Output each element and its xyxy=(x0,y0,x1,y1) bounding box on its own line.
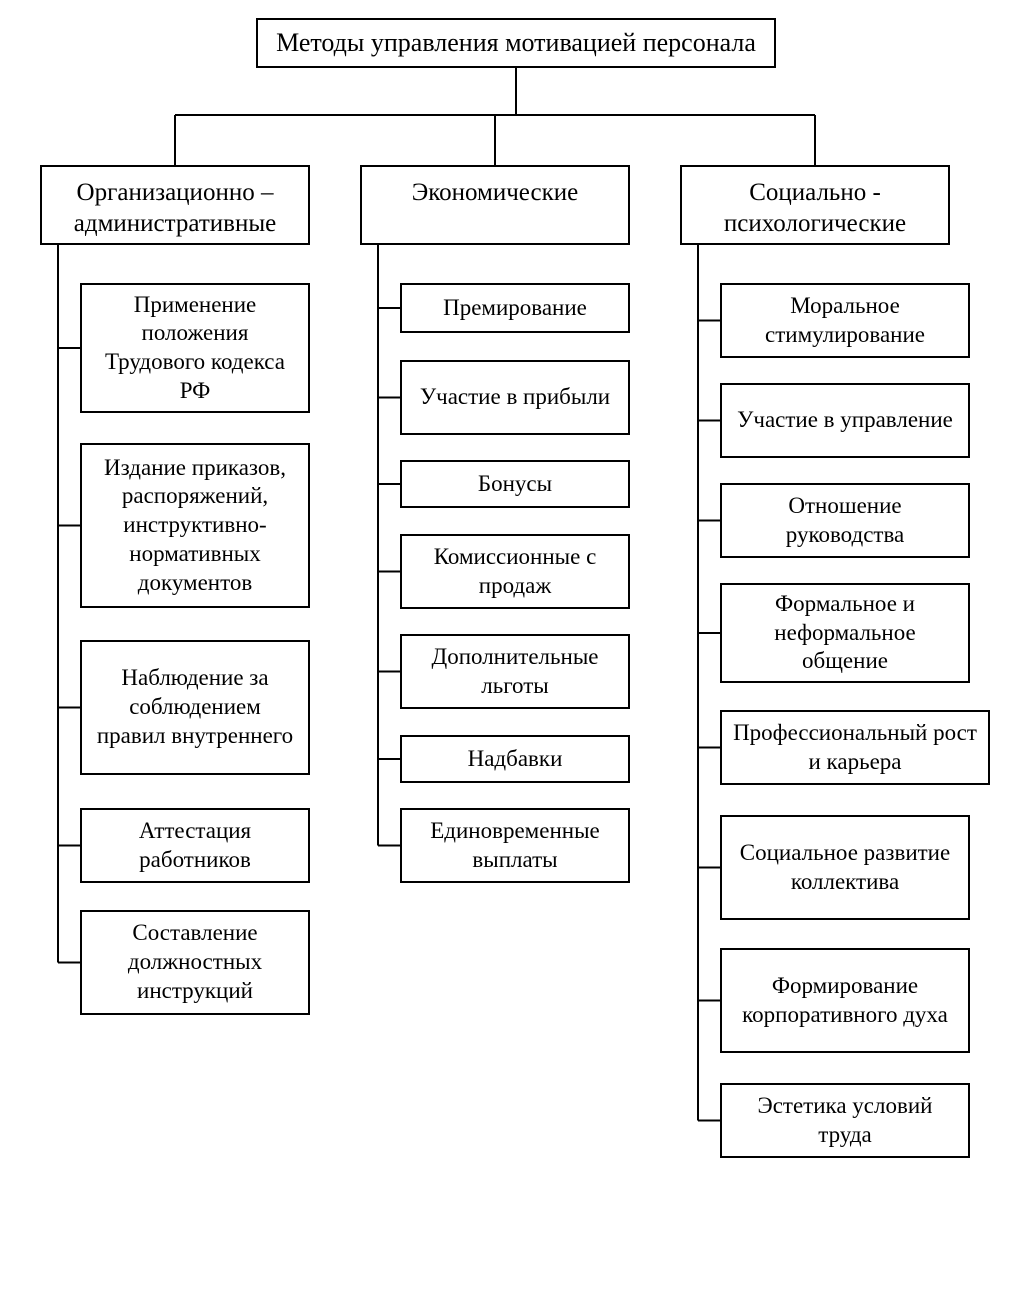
item-soc-1: Участие в управление xyxy=(720,383,970,458)
diagram-canvas: Методы управления мотивацией персонала Ор… xyxy=(0,0,1024,1299)
item-soc-3: Формальное и неформальное общение xyxy=(720,583,970,683)
item-soc-6: Формирование корпоративного духа xyxy=(720,948,970,1053)
root-node: Методы управления мотивацией персонала xyxy=(256,18,776,68)
item-soc-4: Профессиональный рост и карьера xyxy=(720,710,990,785)
item-org-3: Аттестация работников xyxy=(80,808,310,883)
item-soc-0: Моральное стимулирование xyxy=(720,283,970,358)
item-econ-1: Участие в прибыли xyxy=(400,360,630,435)
category-soc: Социально - психологические xyxy=(680,165,950,245)
item-org-4: Составление должностных инструкций xyxy=(80,910,310,1015)
category-org: Организационно – административные xyxy=(40,165,310,245)
item-econ-2: Бонусы xyxy=(400,460,630,508)
item-soc-5: Социальное развитие коллектива xyxy=(720,815,970,920)
item-econ-6: Единовременные выплаты xyxy=(400,808,630,883)
category-econ: Экономические xyxy=(360,165,630,245)
item-org-1: Издание приказов, распоряжений, инструкт… xyxy=(80,443,310,608)
item-soc-7: Эстетика условий труда xyxy=(720,1083,970,1158)
item-soc-2: Отношение руководства xyxy=(720,483,970,558)
item-org-0: Применение положения Трудового кодекса Р… xyxy=(80,283,310,413)
item-org-2: Наблюдение за соблюдением правил внутрен… xyxy=(80,640,310,775)
item-econ-5: Надбавки xyxy=(400,735,630,783)
item-econ-0: Премирование xyxy=(400,283,630,333)
item-econ-4: Дополнительные льготы xyxy=(400,634,630,709)
item-econ-3: Комиссионные с продаж xyxy=(400,534,630,609)
